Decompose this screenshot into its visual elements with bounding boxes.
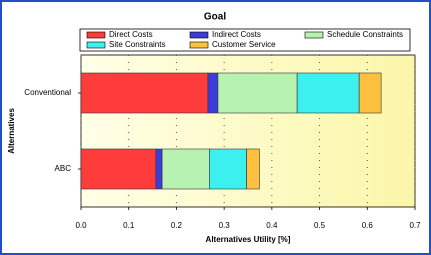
x-tick-label: 0.1 [123, 221, 135, 230]
x-axis-label: Alternatives Utility [%] [206, 235, 291, 244]
bar-segment [80, 72, 209, 114]
bar-segment [80, 148, 157, 190]
legend-box [79, 28, 411, 52]
x-tick-label: 0.5 [314, 221, 326, 230]
legend-label: Direct Costs [109, 30, 153, 39]
y-tick-label: Conventional [24, 88, 71, 97]
legend-label: Site Constraints [109, 40, 165, 49]
bar-segment [217, 72, 298, 114]
legend-label: Schedule Constraints [327, 30, 403, 39]
bar-segment [161, 148, 210, 190]
bar-segment [296, 72, 360, 114]
bar-segment [209, 148, 247, 190]
x-tick-label: 0.4 [266, 221, 278, 230]
legend-label: Customer Service [212, 40, 276, 49]
chart-title: Goal [204, 12, 226, 23]
bar-segment [246, 148, 260, 190]
legend-swatch [304, 31, 324, 39]
legend-swatch [86, 41, 106, 49]
x-tick-label: 0.3 [219, 221, 231, 230]
legend-swatch [86, 31, 106, 39]
x-tick-label: 0.7 [409, 221, 421, 230]
legend-label: Indirect Costs [212, 30, 261, 39]
x-tick-label: 0.6 [362, 221, 374, 230]
legend-swatch [189, 31, 209, 39]
bar-segment [207, 72, 219, 114]
bar-segment [155, 148, 163, 190]
y-tick-label: ABC [55, 164, 72, 173]
bar-segment [358, 72, 382, 114]
legend-swatch [189, 41, 209, 49]
x-tick-label: 0.0 [75, 221, 87, 230]
y-axis-label: Alternatives [7, 108, 16, 154]
x-tick-label: 0.2 [171, 221, 183, 230]
